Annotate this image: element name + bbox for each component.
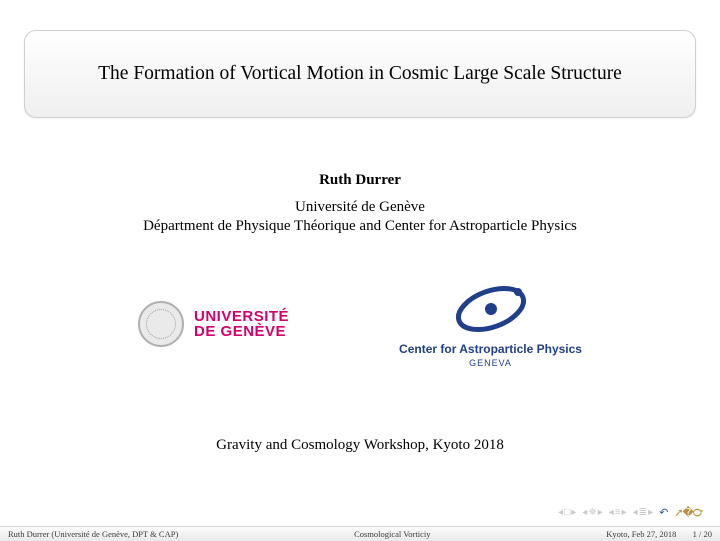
unige-word-line1: UNIVERSITÉ — [194, 309, 289, 324]
nav-back-icon[interactable]: ↶ — [659, 506, 668, 519]
nav-section-group[interactable]: ◂ ≣ ▸ — [633, 507, 653, 518]
footer-date: Kyoto, Feb 27, 2018 — [606, 529, 676, 539]
footer-page-current: 1 — [693, 529, 697, 539]
footer-page-total: 20 — [704, 529, 713, 539]
nav-next-frame-icon[interactable]: ▸ — [598, 507, 603, 518]
logo-cap: Center for Astroparticle Physics GENEVA — [399, 280, 582, 368]
nav-prev-section-icon[interactable]: ◂ — [633, 507, 638, 518]
cap-subcaption: GENEVA — [399, 358, 582, 368]
workshop-line: Gravity and Cosmology Workshop, Kyoto 20… — [0, 437, 720, 454]
footer-right: Kyoto, Feb 27, 2018 1 / 20 — [606, 529, 712, 539]
logo-unige: UNIVERSITÉ DE GENÈVE — [138, 301, 289, 347]
unige-seal-icon — [138, 301, 184, 347]
footer-author: Ruth Durrer (Université de Genève, DPT &… — [8, 529, 178, 539]
nav-reload-icon[interactable]: ➚�℺ — [674, 506, 702, 519]
nav-prev-slide-icon[interactable]: ◂ — [558, 507, 563, 518]
nav-prev-frame-icon[interactable]: ◂ — [582, 507, 587, 518]
unige-wordmark: UNIVERSITÉ DE GENÈVE — [194, 309, 289, 339]
nav-subsection-icon: ≡ — [615, 507, 621, 518]
logos-row: UNIVERSITÉ DE GENÈVE Center for Astropar… — [0, 280, 720, 368]
author-block: Ruth Durrer Université de Genève Départm… — [0, 172, 720, 235]
nav-next-slide-icon[interactable]: ▸ — [571, 507, 576, 518]
cap-orbit-icon — [448, 280, 534, 338]
footer-short-title: Cosmological Vorticiy — [178, 529, 606, 539]
nav-slide-icon: □ — [564, 507, 570, 518]
nav-prev-subsection-icon[interactable]: ◂ — [609, 507, 614, 518]
cap-caption: Center for Astroparticle Physics — [399, 342, 582, 356]
beamer-nav-bar: ◂ □ ▸ ◂ ✵ ▸ ◂ ≡ ▸ ◂ ≣ ▸ ↶ ➚�℺ — [558, 506, 702, 519]
nav-slide-group[interactable]: ◂ □ ▸ — [558, 507, 576, 518]
footer-bar: Ruth Durrer (Université de Genève, DPT &… — [0, 526, 720, 541]
nav-frame-group[interactable]: ◂ ✵ ▸ — [582, 507, 602, 518]
author-name: Ruth Durrer — [0, 172, 720, 189]
nav-frame-icon: ✵ — [588, 507, 596, 518]
slide-title: The Formation of Vortical Motion in Cosm… — [98, 63, 622, 85]
nav-section-icon: ≣ — [639, 507, 647, 518]
nav-next-subsection-icon[interactable]: ▸ — [622, 507, 627, 518]
affiliation-line1: Université de Genève — [0, 199, 720, 216]
nav-subsection-group[interactable]: ◂ ≡ ▸ — [609, 507, 627, 518]
nav-next-section-icon[interactable]: ▸ — [648, 507, 653, 518]
unige-word-line2: DE GENÈVE — [194, 324, 289, 339]
affiliation-line2: Départment de Physique Théorique and Cen… — [0, 218, 720, 235]
title-box: The Formation of Vortical Motion in Cosm… — [24, 30, 696, 118]
